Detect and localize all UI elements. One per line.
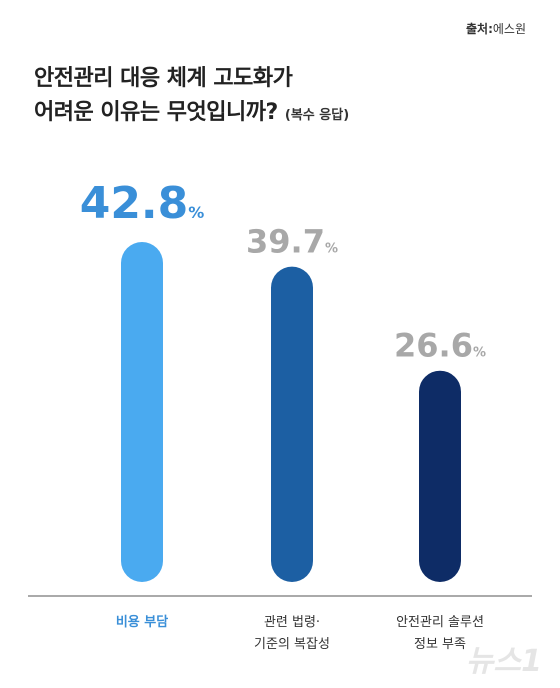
- source-label: 출처:에스원: [465, 22, 526, 36]
- chart-title: 안전관리 대응 체계 고도화가 어려운 이유는 무엇입니까? (복수 응답): [34, 62, 349, 133]
- watermark-logo: 뉴스1: [465, 644, 542, 679]
- category-label-2: 관련 법령· 기준의 복잡성: [254, 615, 330, 652]
- bar-1: [121, 242, 163, 582]
- value-label-2: 39.7%: [246, 223, 338, 261]
- source-key: 출처: [465, 22, 489, 36]
- value-label-3: 26.6%: [394, 327, 486, 365]
- value-label-1: 42.8%: [80, 178, 205, 229]
- source-value: 에스원: [492, 22, 526, 36]
- category-label-1: 비용 부담: [116, 614, 168, 630]
- chart-title-line-1: 안전관리 대응 체계 고도화가: [34, 66, 293, 91]
- category-label-3: 안전관리 솔루션 정보 부족: [396, 615, 484, 652]
- chart-subtitle: (복수 응답): [284, 108, 350, 123]
- chart-title-line-2: 어려운 이유는 무엇입니까?: [34, 100, 278, 125]
- bar-3: [419, 370, 461, 582]
- bar-2: [271, 266, 313, 582]
